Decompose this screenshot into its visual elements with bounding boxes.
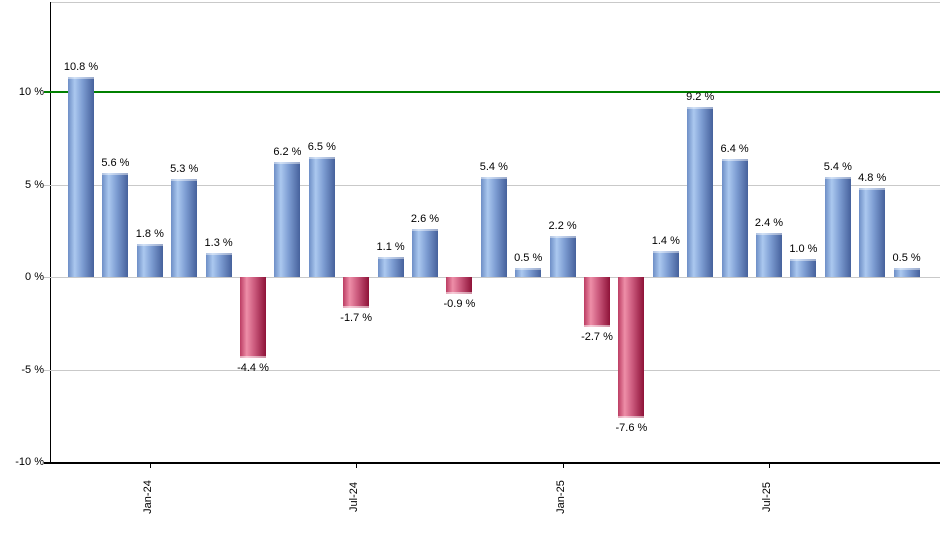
- bar-value-label: 10.8 %: [63, 61, 99, 74]
- x-axis-tick: [562, 463, 564, 468]
- bar-value-label: 5.4 %: [823, 161, 852, 174]
- bar[interactable]: [687, 106, 714, 277]
- bar[interactable]: [824, 177, 851, 277]
- bar[interactable]: [446, 277, 473, 294]
- bar-value-label: -0.9 %: [443, 297, 476, 310]
- plot-top-border: [50, 2, 940, 3]
- bar-value-label: 5.6 %: [101, 157, 130, 170]
- x-axis-label: Jan-24: [141, 480, 154, 514]
- bar[interactable]: [790, 258, 817, 277]
- x-axis-tick: [769, 463, 770, 468]
- bar[interactable]: [618, 277, 645, 418]
- bar[interactable]: [756, 232, 782, 277]
- bar-value-label: 0.5 %: [892, 251, 921, 264]
- bar-value-label: 1.3 %: [204, 236, 233, 249]
- bar[interactable]: [205, 252, 232, 277]
- y-axis-label: 0 %: [25, 271, 44, 283]
- bar-value-label: 5.4 %: [479, 161, 508, 174]
- x-axis-label: Jan-25: [554, 480, 567, 514]
- bar-value-label: 6.4 %: [720, 142, 749, 155]
- bar[interactable]: [549, 236, 576, 277]
- bar[interactable]: [171, 178, 198, 277]
- gridline: [44, 370, 940, 371]
- y-axis-label: -5 %: [21, 364, 44, 376]
- bar[interactable]: [652, 251, 679, 277]
- bar-value-label: 1.0 %: [789, 242, 818, 255]
- x-axis-label: Jul-24: [348, 482, 361, 512]
- x-axis-tick: [149, 463, 151, 468]
- y-axis-label: -10 %: [15, 456, 44, 468]
- bar-value-label: 0.5 %: [514, 251, 543, 264]
- bar[interactable]: [136, 243, 163, 277]
- y-axis-label: 5 %: [25, 179, 44, 191]
- bar[interactable]: [859, 188, 886, 277]
- bar-value-label: -4.4 %: [237, 362, 269, 375]
- bar[interactable]: [480, 177, 507, 277]
- bar-value-label: -7.6 %: [615, 421, 648, 434]
- y-axis-line: [50, 2, 51, 463]
- bar[interactable]: [515, 267, 542, 278]
- bar-value-label: 4.8 %: [858, 172, 887, 185]
- x-axis-tick: [356, 463, 358, 468]
- bar-value-label: -1.7 %: [340, 312, 373, 325]
- bar[interactable]: [308, 156, 335, 278]
- bar[interactable]: [102, 173, 129, 277]
- bar-value-label: 1.1 %: [376, 240, 405, 253]
- bar-value-label: -2.7 %: [581, 330, 613, 343]
- bar[interactable]: [240, 277, 266, 359]
- bar-value-label: 9.2 %: [686, 90, 715, 103]
- bar[interactable]: [274, 162, 301, 277]
- bar[interactable]: [721, 158, 748, 277]
- bar[interactable]: [377, 256, 404, 277]
- bar-value-label: 1.8 %: [135, 227, 164, 240]
- benchmark-line: [44, 91, 940, 93]
- bar-value-label: 6.2 %: [273, 146, 302, 159]
- bar-value-label: 5.3 %: [170, 162, 199, 175]
- bar-value-label: 1.4 %: [651, 235, 680, 248]
- bar-value-label: 2.6 %: [410, 212, 440, 225]
- bar-value-label: 6.5 %: [307, 140, 336, 153]
- bar[interactable]: [343, 277, 370, 309]
- bar[interactable]: [68, 77, 94, 277]
- x-axis-label: Jul-25: [761, 482, 773, 512]
- y-axis-label: 10 %: [18, 86, 44, 98]
- bar-value-label: 2.4 %: [754, 216, 784, 229]
- bar[interactable]: [584, 277, 610, 327]
- bar[interactable]: [412, 228, 438, 277]
- x-axis-line: [44, 462, 940, 464]
- bar[interactable]: [893, 267, 920, 278]
- gridline: [44, 277, 940, 278]
- bar-value-label: 2.2 %: [548, 220, 577, 233]
